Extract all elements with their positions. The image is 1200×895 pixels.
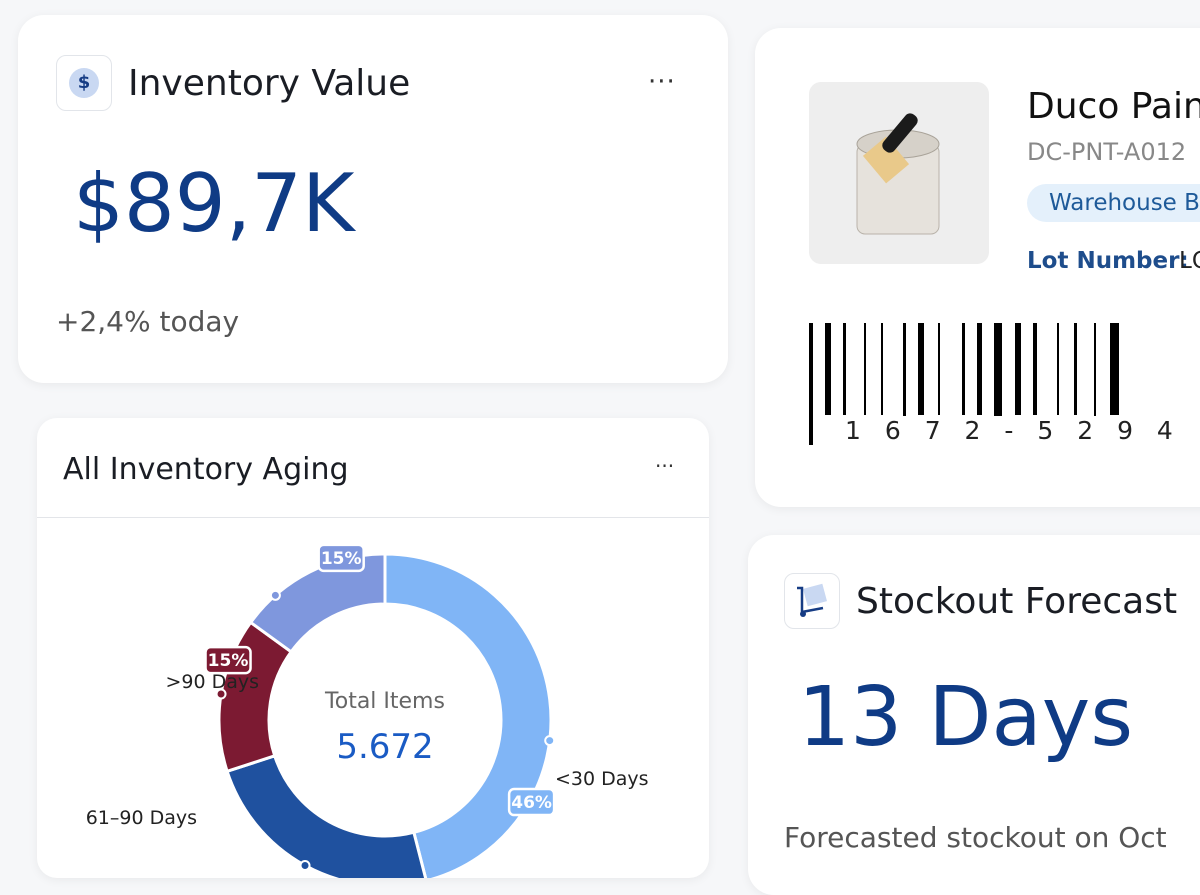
center-value: 5.672 [336, 727, 433, 767]
legend-dot [299, 859, 311, 871]
barcode-bar [1057, 323, 1059, 415]
icon [784, 573, 840, 629]
barcode-bar [809, 323, 813, 445]
barcode-bar [825, 323, 831, 415]
barcode-digits: 1 6 7 2 - 5 2 9 4 [845, 416, 1181, 445]
inventory-value-card: $ Inventory Value ··· $89,7K +2,4% today [18, 15, 728, 383]
barcode-bar [903, 323, 906, 445]
page: $ Inventory Value ··· $89,7K +2,4% today… [18, 15, 1200, 878]
category-label: 61–90 Days [86, 807, 197, 829]
card-title: Inventory Value [128, 63, 411, 104]
barcode-bar [1033, 323, 1037, 415]
legend-dot [215, 688, 227, 700]
menu[interactable]: ··· [655, 454, 675, 478]
category-label: <30 Days [555, 768, 649, 790]
menu[interactable]: ··· [648, 67, 676, 97]
stockout-card: Stockout Forecast 13 Days Forecasted sto… [748, 535, 1200, 895]
barcode-bar [1110, 323, 1119, 415]
barcode-bar [1094, 323, 1096, 445]
barcode-bar [962, 323, 965, 415]
donut-segment [248, 552, 387, 654]
aging-card: All Inventory Aging ··· 46%<30 Days31–60… [37, 418, 709, 878]
card-title: All Inventory Aging [63, 452, 349, 487]
value-label: 46% [511, 793, 552, 813]
card-title: Stockout Forecast [856, 581, 1178, 622]
product-card: Duco Pain DC-PNT-A012 Warehouse B Lot Nu… [755, 28, 1200, 507]
product-image [809, 82, 989, 264]
barcode-bar [1015, 323, 1021, 415]
barcode-bar [994, 323, 1002, 445]
barcode-bar [977, 323, 982, 415]
value-label: 15% [208, 651, 249, 671]
lot-label: Lot Number: [1027, 248, 1189, 274]
value-badge [507, 787, 556, 817]
metric-value: 13 Days [798, 670, 1134, 765]
value-label: 15% [321, 549, 362, 569]
divider [37, 517, 709, 518]
product-name: Duco Pain [1027, 86, 1200, 127]
value-badge [204, 645, 252, 675]
barcode-bar [918, 323, 924, 415]
location-badge: Warehouse B [1027, 184, 1200, 222]
barcode-bar [864, 323, 866, 415]
barcode-bar [1074, 323, 1077, 415]
category-label: >90 Days [165, 671, 259, 693]
barcode-bar [938, 323, 940, 415]
barcode-bar [881, 323, 883, 415]
metric-value: $89,7K [73, 157, 355, 250]
center-label: Total Items [324, 689, 445, 714]
metric-change: +2,4% today [56, 305, 240, 338]
barcode [809, 323, 1119, 445]
donut-segment [225, 753, 428, 878]
lot-value: LC [1179, 248, 1200, 274]
donut-segment [383, 552, 553, 878]
metric-note: Forecasted stockout on Oct [784, 821, 1167, 854]
legend-dot [544, 735, 556, 747]
barcode-bar [843, 323, 846, 415]
icon: $ [56, 55, 112, 111]
product-sku: DC-PNT-A012 [1027, 138, 1187, 166]
legend-dot [269, 589, 281, 601]
value-badge [317, 543, 365, 573]
